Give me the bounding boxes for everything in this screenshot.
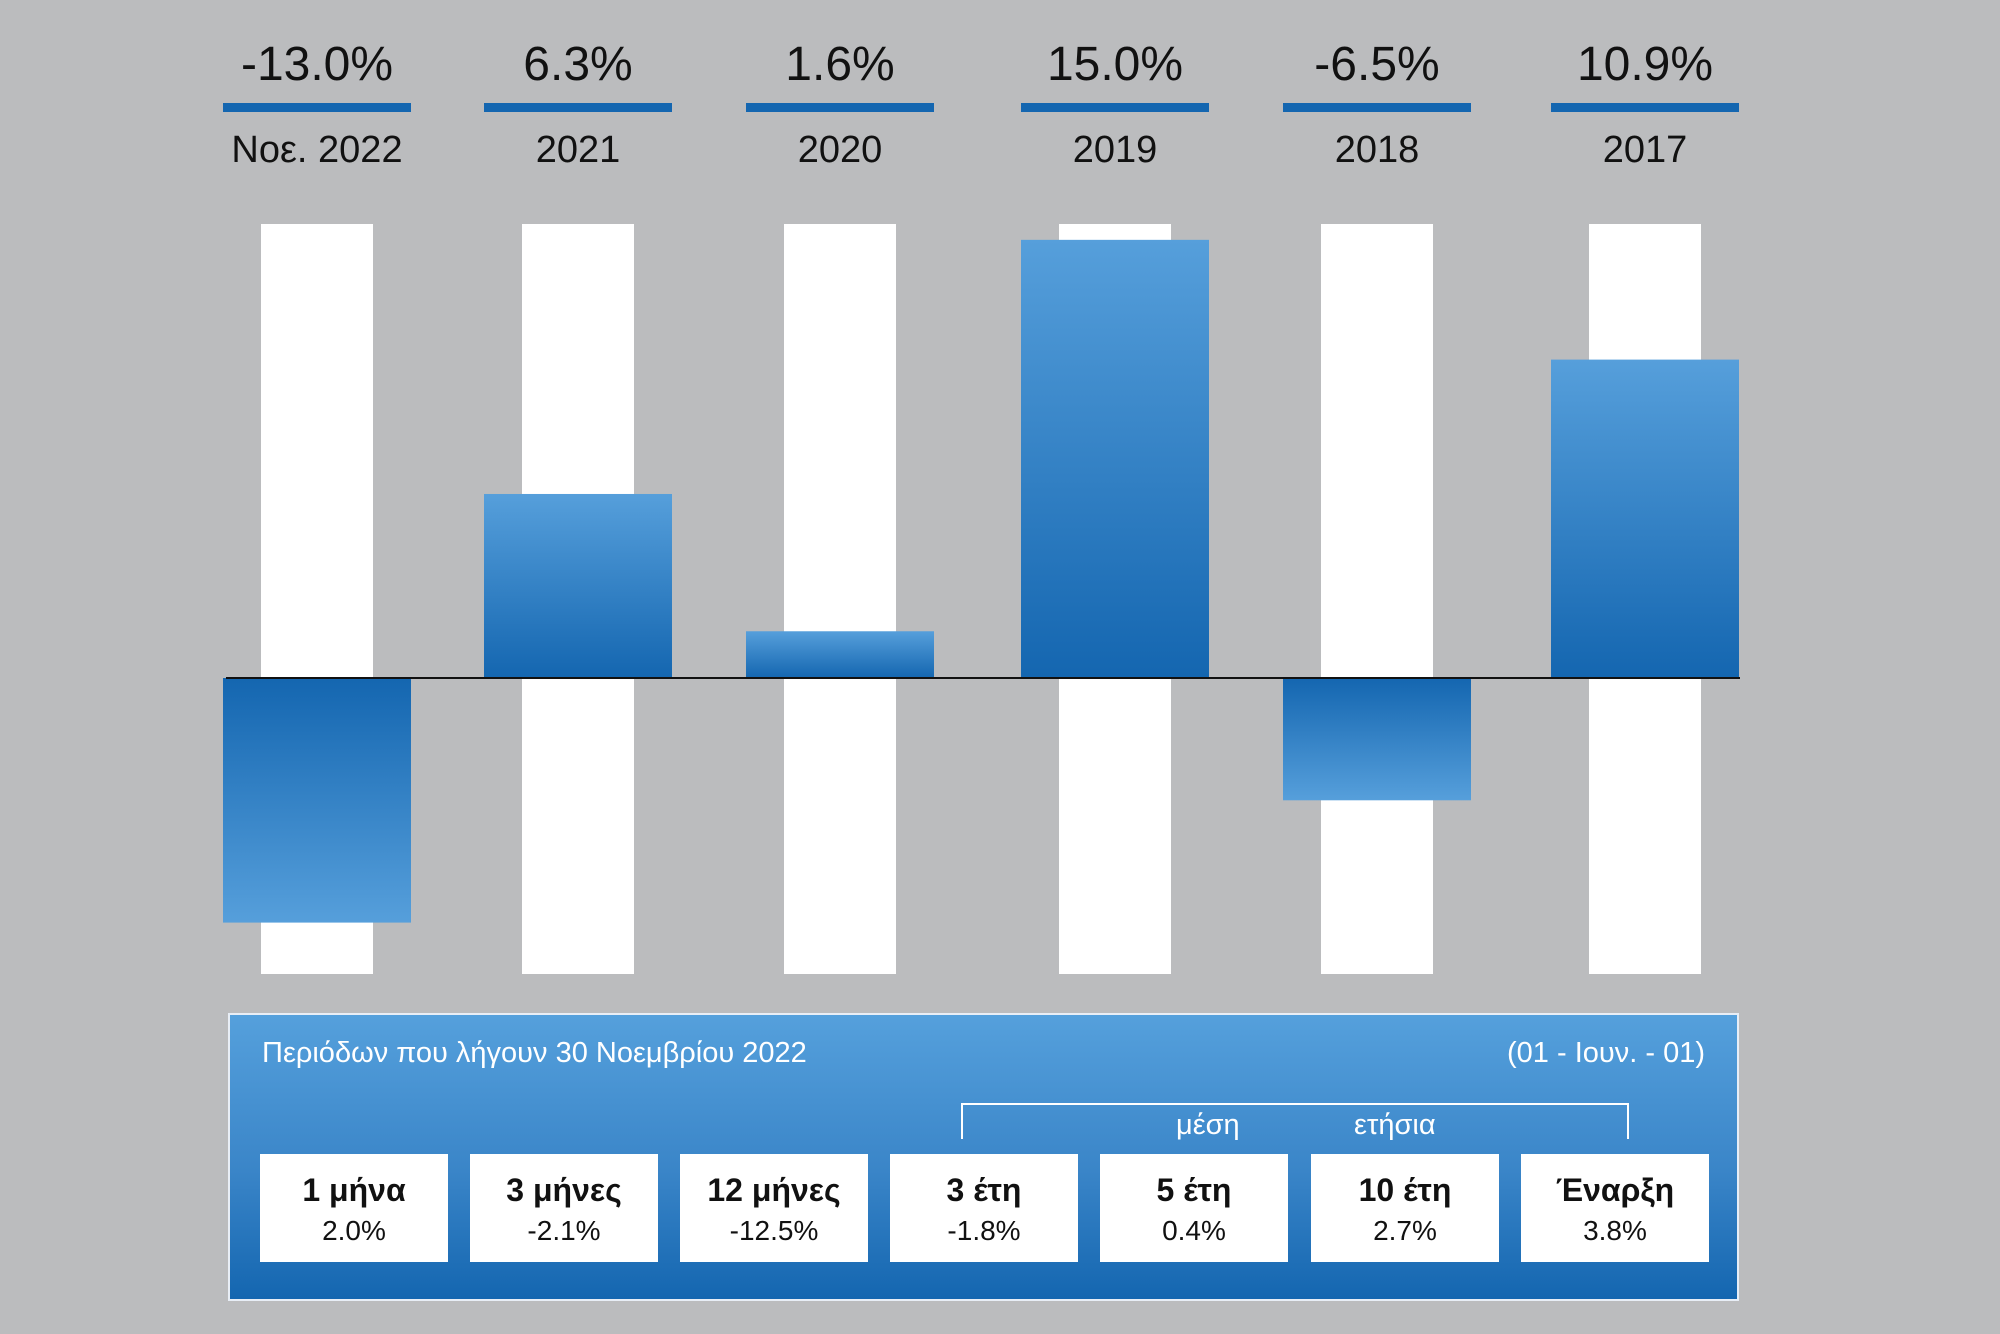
period-label: 3 έτη — [946, 1172, 1022, 1208]
period-label: 5 έτη — [1156, 1172, 1232, 1208]
period-box-12-months: 12 μήνες -12.5% — [680, 1154, 868, 1262]
category-label: 2017 — [1603, 129, 1688, 171]
period-box-3-months: 3 μήνες -2.1% — [470, 1154, 658, 1262]
header-rule — [223, 103, 411, 112]
value-label: -13.0% — [241, 38, 393, 91]
header-rule — [1551, 103, 1739, 112]
period-box-3-years: 3 έτη -1.8% — [890, 1154, 1078, 1262]
period-label: 1 μήνα — [302, 1172, 406, 1208]
period-return: 3.8% — [1583, 1215, 1647, 1246]
annualized-label-average: μέση — [1176, 1109, 1240, 1141]
panel-title: Περιόδων που λήγουν 30 Νοεμβρίου 2022 — [262, 1037, 807, 1069]
period-return: 0.4% — [1162, 1215, 1226, 1246]
header-rule — [1283, 103, 1471, 112]
period-box-1-month: 1 μήνα 2.0% — [260, 1154, 448, 1262]
annualized-bracket — [961, 1103, 1629, 1139]
period-label: Έναρξη — [1555, 1172, 1675, 1208]
category-label: Νοε. 2022 — [231, 129, 402, 171]
bar-2019 — [1021, 239, 1209, 678]
category-label: 2019 — [1073, 129, 1158, 171]
bar-track — [1321, 224, 1433, 974]
inception-date-note: (01 - Ιουν. - 01) — [1507, 1037, 1705, 1069]
period-return: 2.0% — [322, 1215, 386, 1246]
period-label: 10 έτη — [1358, 1172, 1452, 1208]
bar-2017 — [1551, 359, 1739, 678]
period-return: -1.8% — [947, 1215, 1021, 1246]
period-box-5-years: 5 έτη 0.4% — [1100, 1154, 1288, 1262]
header-rule — [484, 103, 672, 112]
value-label: 6.3% — [523, 38, 632, 91]
header-rule — [1021, 103, 1209, 112]
period-label: 3 μήνες — [506, 1172, 622, 1208]
bar-track — [784, 224, 896, 974]
category-label: 2021 — [536, 129, 621, 171]
category-label: 2020 — [798, 129, 883, 171]
bar-2020 — [746, 631, 934, 678]
value-label: -6.5% — [1314, 38, 1439, 91]
period-box-10-years: 10 έτη 2.7% — [1311, 1154, 1499, 1262]
bar-2018 — [1283, 678, 1471, 801]
period-label: 12 μήνες — [707, 1172, 841, 1208]
value-label: 10.9% — [1577, 38, 1713, 91]
period-box-inception: Έναρξη 3.8% — [1521, 1154, 1709, 1262]
period-return: 2.7% — [1373, 1215, 1437, 1246]
category-label: 2018 — [1335, 129, 1420, 171]
period-return: -12.5% — [729, 1215, 819, 1246]
header-rule — [746, 103, 934, 112]
period-returns-panel: Περιόδων που λήγουν 30 Νοεμβρίου 2022 (0… — [228, 1013, 1739, 1301]
bar-2021 — [484, 493, 672, 678]
value-label: 15.0% — [1047, 38, 1183, 91]
period-return: -2.1% — [527, 1215, 601, 1246]
value-label: 1.6% — [785, 38, 894, 91]
annualized-label-annual: ετήσια — [1354, 1109, 1436, 1141]
bar-Νοε. 2022 — [223, 678, 411, 923]
